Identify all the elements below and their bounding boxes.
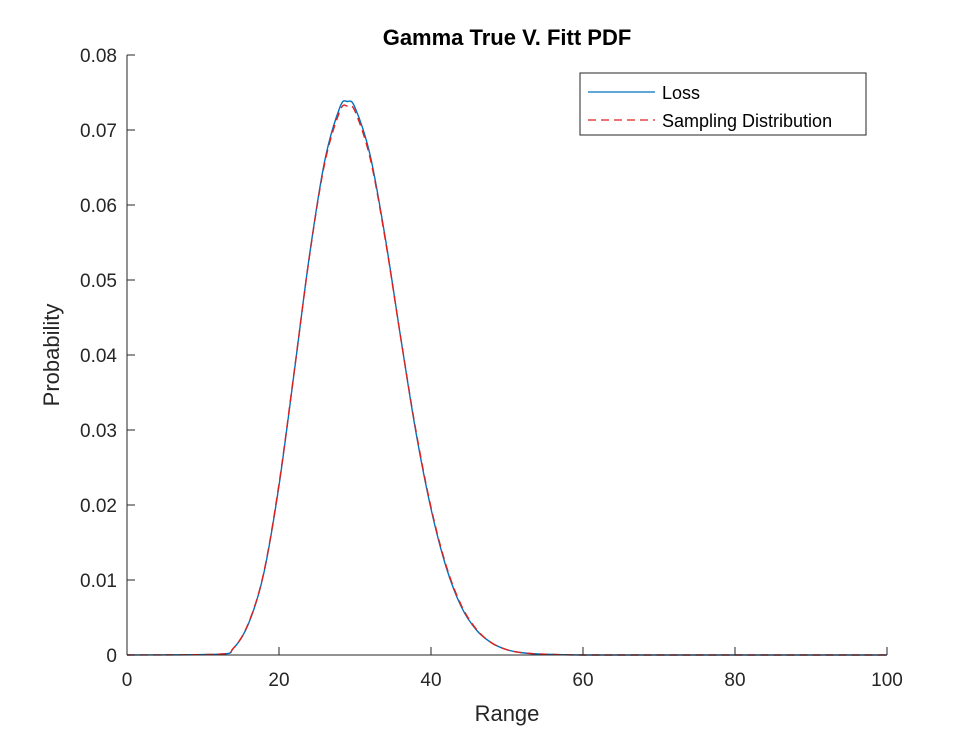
series-line-sampling-distribution — [126, 104, 887, 656]
y-tick-label: 0 — [106, 646, 117, 667]
y-tick-label: 0.06 — [80, 196, 117, 217]
x-tick-label: 80 — [724, 670, 745, 691]
y-tick-label: 0.08 — [80, 46, 117, 67]
x-tick-label: 20 — [268, 670, 289, 691]
x-tick-label: 100 — [871, 670, 903, 691]
x-tick-label: 0 — [122, 670, 133, 691]
y-tick-label: 0.04 — [80, 346, 117, 367]
y-tick-label: 0.03 — [80, 421, 117, 442]
y-tick-label: 0.05 — [80, 271, 117, 292]
plot-area — [127, 55, 887, 655]
series-layer — [126, 100, 887, 656]
y-axis-title: Probability — [39, 304, 64, 407]
legend-label-sampling-distribution: Sampling Distribution — [662, 111, 832, 131]
legend: Loss Sampling Distribution — [579, 72, 867, 136]
y-tick-label: 0.01 — [80, 571, 117, 592]
x-tick-label: 60 — [572, 670, 593, 691]
chart-title: Gamma True V. Fitt PDF — [383, 25, 632, 50]
y-tick-label: 0.02 — [80, 496, 117, 517]
x-axis-title: Range — [475, 701, 540, 726]
x-tick-label: 40 — [420, 670, 441, 691]
ticks-layer: 0 20 40 60 80 100 0 0.01 0.02 0.03 0.04 0.05 0.06 0.0… — [80, 46, 903, 691]
legend-box — [579, 72, 867, 136]
y-tick-label: 0.07 — [80, 121, 117, 142]
legend-label-loss: Loss — [662, 83, 700, 103]
